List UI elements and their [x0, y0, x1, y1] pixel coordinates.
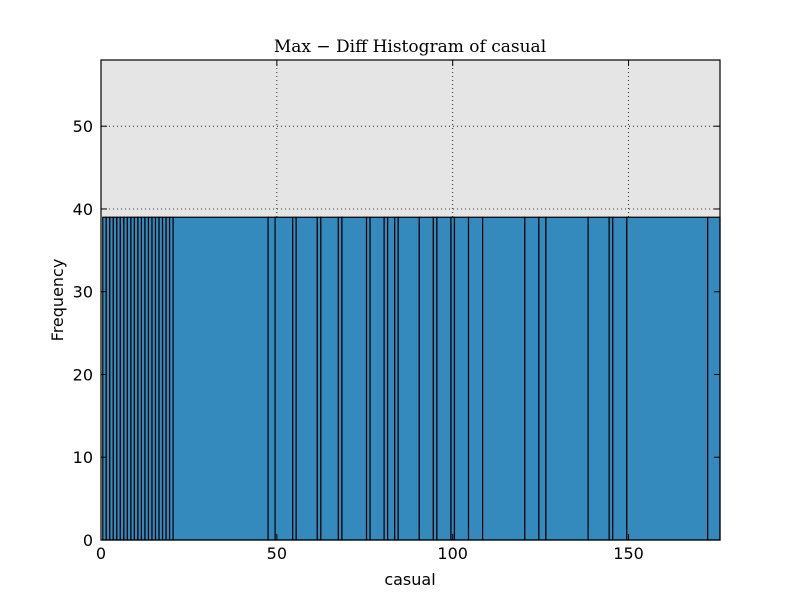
- x-axis-label: casual: [384, 570, 435, 589]
- chart-title: Max − Diff Histogram of casual: [274, 37, 546, 57]
- histogram-bar: [626, 216, 709, 541]
- histogram-bar: [397, 216, 420, 541]
- plot-frame: [100, 59, 721, 541]
- histogram-bar: [481, 216, 526, 541]
- x-tick-label: 150: [613, 544, 644, 563]
- y-tick-label: 30: [73, 283, 93, 302]
- y-tick-label: 10: [73, 448, 93, 467]
- x-tick-label: 50: [267, 544, 287, 563]
- y-tick-label: 0: [83, 531, 93, 550]
- histogram-bar: [436, 216, 452, 541]
- x-tick-label: 100: [437, 544, 468, 563]
- histogram-bar: [274, 216, 294, 541]
- histogram-bar: [172, 216, 269, 541]
- axis-ticks: 0 50 100 150 0 10 20 30 40 50: [73, 60, 720, 563]
- histogram-bar: [612, 216, 628, 541]
- histogram-bar: [587, 216, 610, 541]
- histogram-bar: [545, 216, 589, 541]
- histogram-bar: [453, 216, 470, 541]
- y-axis-label: Frequency: [48, 259, 67, 342]
- histogram-bar: [369, 216, 385, 541]
- histogram-bar: [341, 216, 368, 541]
- histogram-bar: [387, 216, 396, 541]
- histogram-bars: [102, 216, 721, 541]
- histogram-bar: [267, 216, 276, 541]
- histogram-bar: [707, 216, 721, 541]
- x-tick-label: 0: [96, 544, 106, 563]
- histogram-bar: [418, 216, 434, 541]
- histogram-bar: [320, 216, 340, 541]
- histogram-bar: [524, 216, 540, 541]
- y-tick-label: 40: [73, 200, 93, 219]
- y-tick-label: 50: [73, 117, 93, 136]
- histogram-bar: [295, 216, 318, 541]
- histogram-bar: [538, 216, 547, 541]
- y-tick-label: 20: [73, 365, 93, 384]
- histogram-bar: [467, 216, 484, 541]
